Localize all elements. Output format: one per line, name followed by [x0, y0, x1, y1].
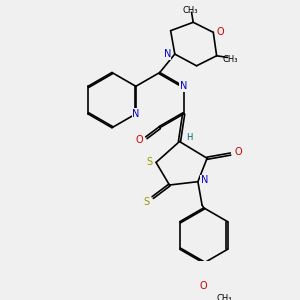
Text: O: O — [234, 147, 242, 158]
Text: N: N — [180, 81, 187, 91]
Text: O: O — [136, 135, 143, 145]
Text: S: S — [143, 197, 149, 207]
Text: N: N — [201, 175, 208, 185]
Text: S: S — [146, 158, 152, 167]
Text: CH₃: CH₃ — [182, 6, 198, 15]
Text: O: O — [216, 27, 224, 37]
Text: N: N — [132, 109, 140, 119]
Text: CH₃: CH₃ — [222, 55, 238, 64]
Text: H: H — [186, 133, 193, 142]
Text: CH₃: CH₃ — [217, 294, 233, 300]
Text: O: O — [200, 281, 208, 292]
Text: N: N — [164, 49, 171, 59]
